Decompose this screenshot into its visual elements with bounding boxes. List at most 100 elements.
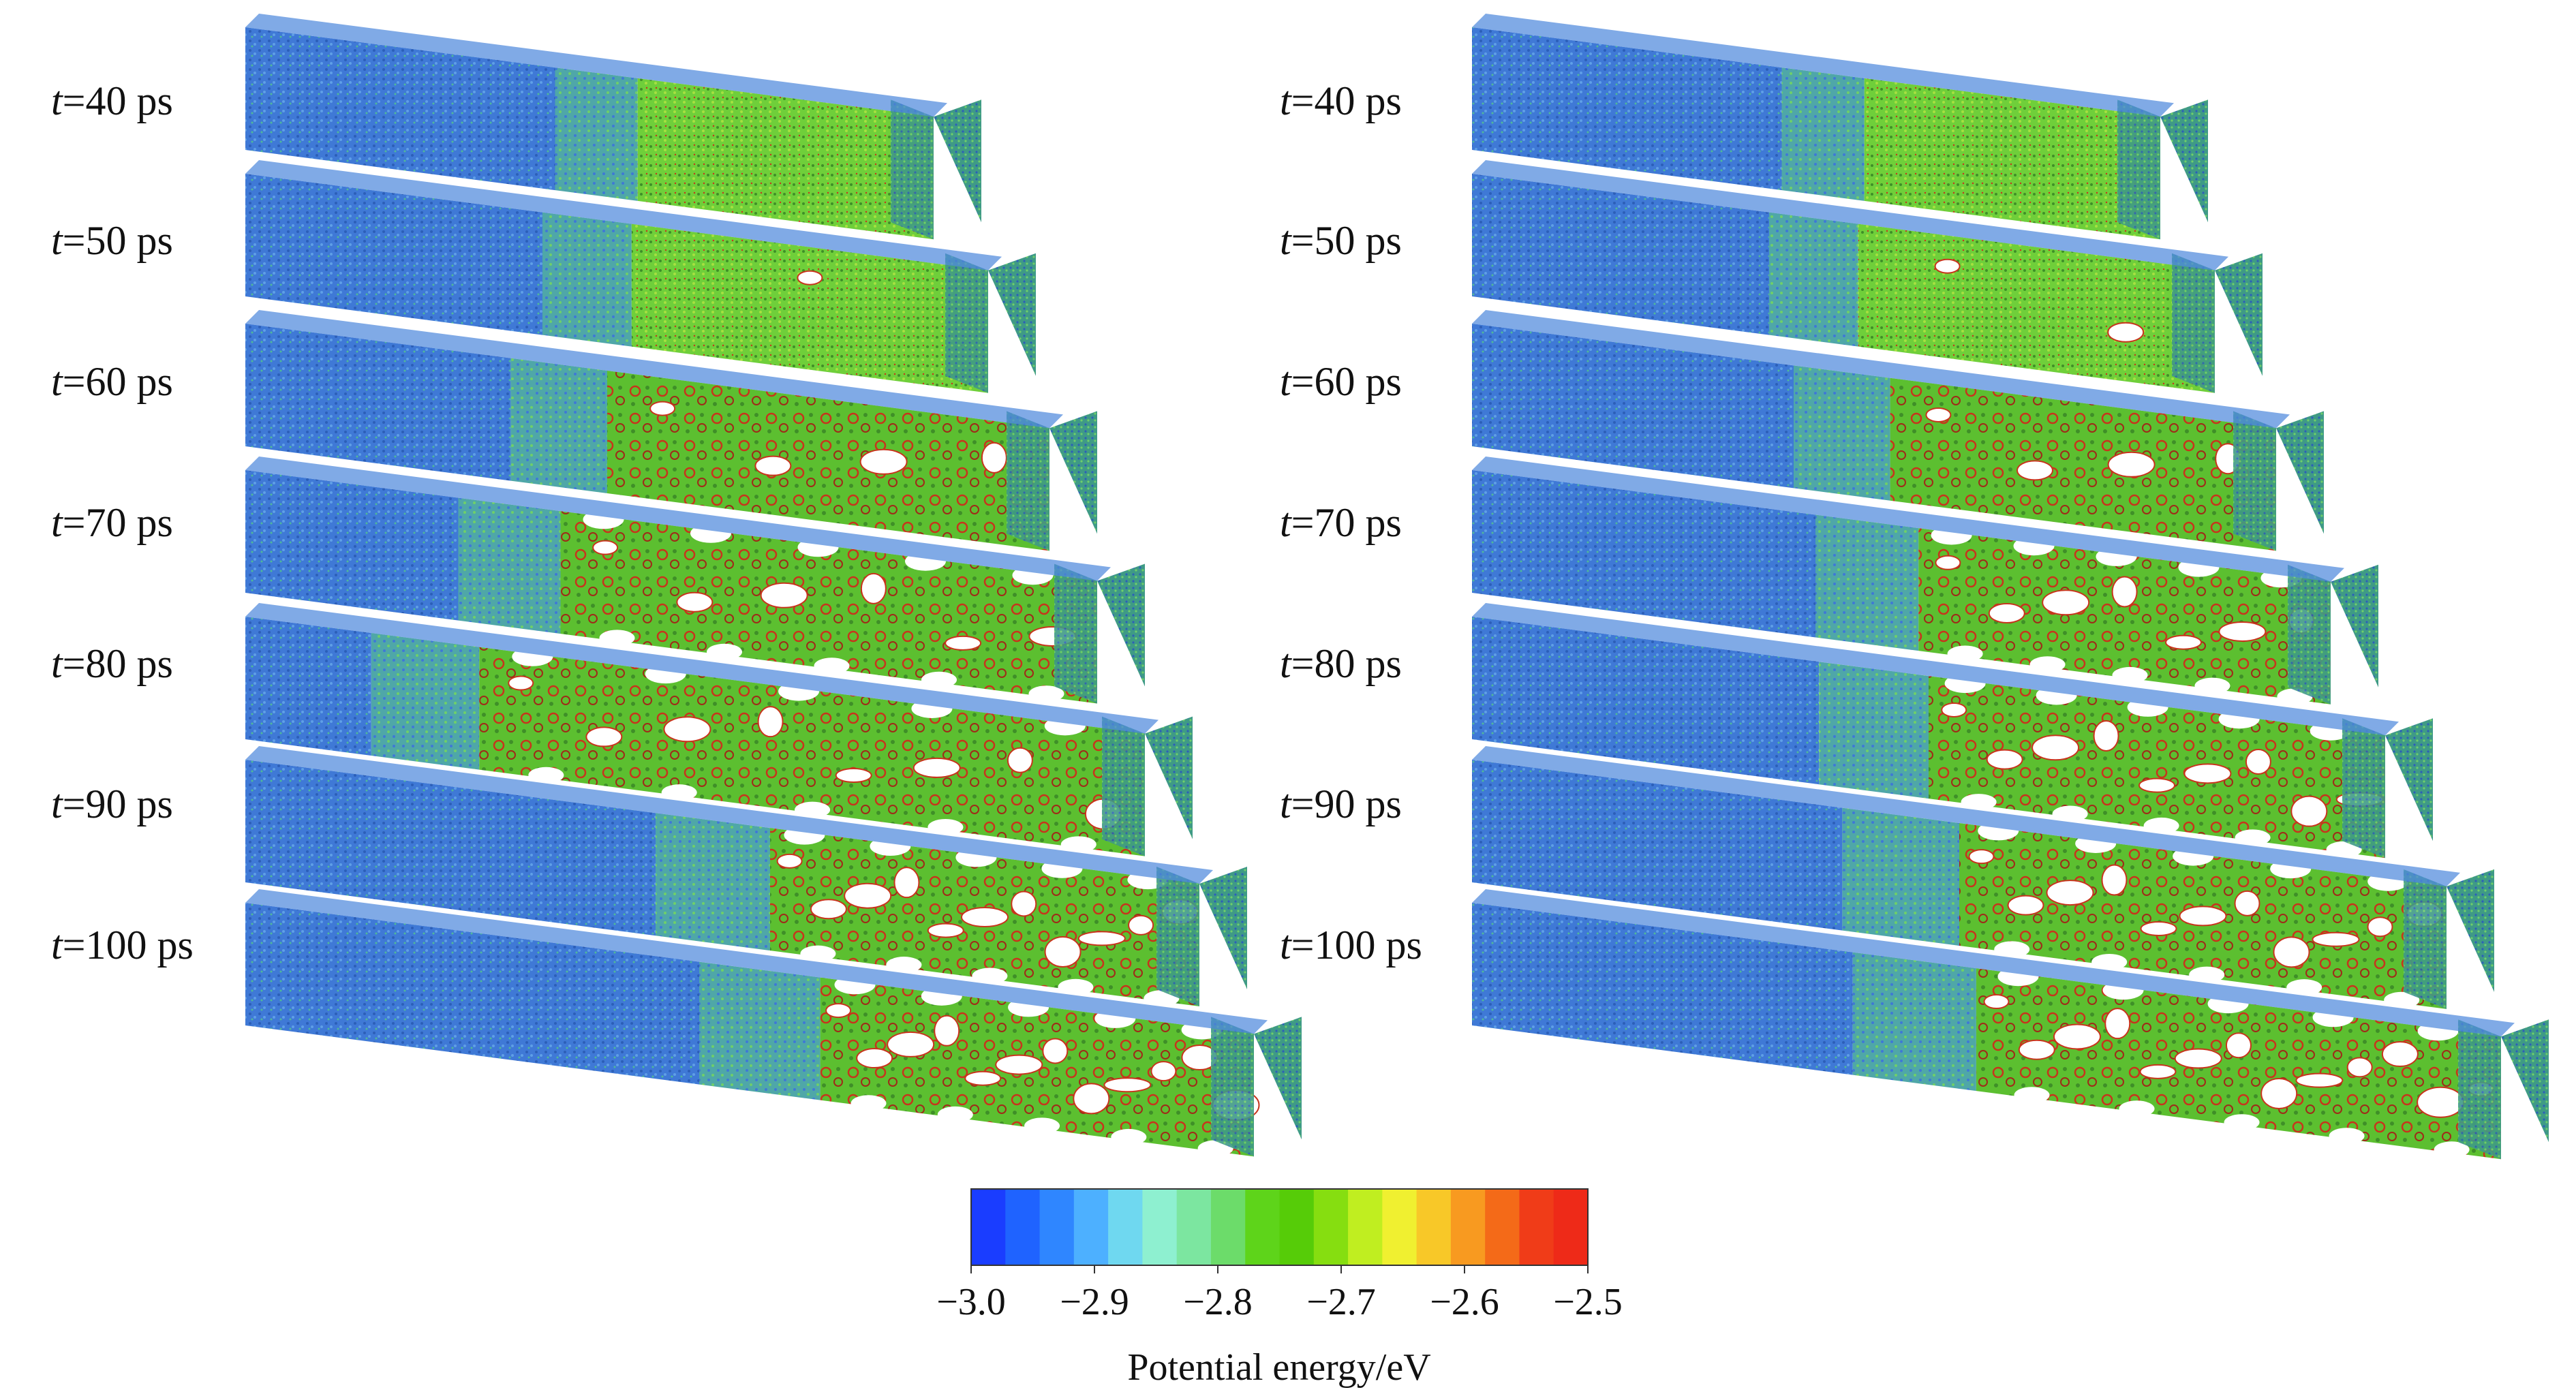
bar-right-3 (1472, 457, 2378, 705)
bar-solid-region (1472, 760, 1843, 931)
time-value: =60 ps (1291, 359, 1402, 404)
void-pore (2101, 864, 2128, 896)
edge-void (886, 957, 922, 974)
void-pore (887, 1031, 935, 1057)
left-label-5: t=90 ps (51, 784, 173, 824)
void-pore (2046, 880, 2094, 906)
colorbar-swatch (1382, 1189, 1417, 1265)
edge-void (921, 671, 957, 688)
void-pore (1988, 603, 2025, 624)
edge-void (972, 968, 1008, 985)
time-var: t (51, 641, 63, 686)
void-pore (893, 867, 920, 899)
colorbar-tick-label: −2.8 (1183, 1281, 1253, 1323)
bar-end-cap (2331, 564, 2378, 687)
void-pore (835, 768, 872, 784)
void-pore (2273, 936, 2310, 968)
left-label-4: t=80 ps (51, 643, 173, 684)
bar-top-face (245, 603, 1159, 734)
bar-left-5 (245, 746, 1247, 1007)
void-pore (2140, 921, 2177, 936)
void-pore (1983, 994, 2010, 1010)
void-pore (2017, 460, 2053, 481)
time-var: t (51, 923, 63, 968)
edge-void (1060, 836, 1097, 853)
right-label-4: t=80 ps (1280, 643, 1402, 684)
void-pore (2165, 634, 2202, 650)
void-pore (927, 923, 964, 938)
left-label-6: t=100 ps (51, 925, 194, 965)
bar-end-cap (1145, 716, 1193, 839)
right-label-1: t=50 ps (1280, 220, 1402, 261)
edge-void (1058, 978, 1094, 995)
bar-porous-region (637, 78, 934, 240)
void-pore (964, 1070, 1002, 1086)
right-label-3: t=70 ps (1280, 502, 1402, 543)
void-pore (2007, 895, 2044, 916)
edge-void (2189, 966, 2225, 983)
edge-void (2224, 1114, 2260, 1131)
void-pore (2381, 1041, 2419, 1068)
colorbar: −3.0 −2.9 −2.8 −2.7 −2.6 −2.5 Potential energ… (936, 1188, 1623, 1389)
void-pore (1150, 1061, 1177, 1082)
right-label-5: t=90 ps (1280, 784, 1402, 824)
edge-void (2235, 829, 2271, 846)
edge-void (707, 643, 742, 660)
colorbar-swatch (971, 1189, 1006, 1265)
void-pore (1077, 931, 1126, 946)
colorbar-swatch (1245, 1189, 1281, 1265)
colorbar-swatch (1553, 1189, 1589, 1265)
void-pore (1011, 891, 1037, 917)
colorbar-swatch (1005, 1189, 1041, 1265)
colorbar-swatch (1210, 1189, 1246, 1265)
bar-end-cap (2160, 99, 2208, 223)
simulation-bars-layer (245, 14, 2549, 1160)
void-pore (2107, 451, 2156, 478)
void-pore (757, 706, 784, 738)
bar-top-face (1472, 746, 2460, 886)
time-var: t (51, 500, 63, 545)
left-label-0: t=40 ps (51, 80, 173, 121)
bar-solid-region (245, 470, 459, 621)
bar-left-2 (245, 310, 1097, 551)
colorbar-swatch (1450, 1189, 1486, 1265)
bar-top-face (1472, 603, 2399, 736)
time-value: =80 ps (1291, 641, 1402, 686)
bar-right-6 (1472, 889, 2549, 1160)
right-label-6: t=100 ps (1280, 925, 1422, 965)
void-pore (2225, 1032, 2252, 1059)
void-pore (1044, 935, 1082, 968)
colorbar-swatch (1073, 1189, 1109, 1265)
bar-end-cap (1049, 411, 1097, 534)
bar-end-face (2342, 718, 2385, 859)
void-pore (913, 757, 961, 778)
edge-void (661, 784, 697, 801)
void-pore (2138, 777, 2175, 793)
void-pore (1968, 849, 1995, 865)
bar-top-face (1472, 160, 2228, 270)
time-var: t (1280, 359, 1291, 404)
right-label-0: t=40 ps (1280, 80, 1402, 121)
bar-left-4 (245, 603, 1193, 856)
void-pore (945, 635, 982, 651)
bar-end-cap (1097, 563, 1145, 687)
bar-right-1 (1472, 160, 2263, 393)
edge-void (2384, 991, 2420, 1008)
edge-void (2286, 979, 2322, 996)
bar-left-3 (245, 457, 1145, 704)
void-pore (2031, 734, 2080, 761)
edge-void (2326, 841, 2362, 858)
void-pore (2367, 916, 2393, 938)
time-var: t (1280, 923, 1291, 968)
void-pore (1128, 914, 1154, 935)
edge-void (2052, 805, 2088, 822)
bar-end-cap (1199, 867, 1247, 989)
colorbar-swatch (1279, 1189, 1315, 1265)
bar-transition-region (1769, 212, 1858, 347)
void-pore (2245, 749, 2271, 775)
edge-void (814, 658, 850, 675)
time-var: t (51, 782, 63, 826)
void-pore (2218, 621, 2267, 642)
bar-transition-region (1794, 365, 1890, 501)
